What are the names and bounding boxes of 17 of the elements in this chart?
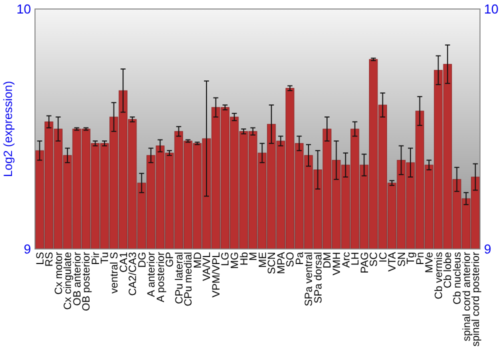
- x-tick-label: Arc: [340, 252, 352, 268]
- y2-tick-label: 10: [484, 2, 498, 17]
- x-tick-label: LG: [220, 252, 232, 266]
- x-tick-label: LS: [34, 252, 46, 265]
- x-tick-label: Cb nucleus: [452, 252, 464, 305]
- x-tick-label: RS: [44, 252, 56, 267]
- x-tick-label: Hb: [238, 252, 250, 266]
- x-tick-label: MG: [229, 252, 241, 269]
- x-tick-label: spinal cord posterior: [470, 251, 482, 347]
- x-tick-label: SPa dorsal: [312, 252, 324, 304]
- x-tick-label: spinal cord anterior: [460, 251, 473, 342]
- x-tick-label: Tg: [405, 252, 418, 264]
- x-tick-label: GP: [164, 252, 176, 268]
- x-tick-label: Cb lobe: [442, 252, 454, 288]
- x-tick-label: CA1: [118, 252, 130, 272]
- y2-tick-label: 9: [484, 242, 492, 257]
- y-axis-title: Log2 (expression): [1, 80, 15, 178]
